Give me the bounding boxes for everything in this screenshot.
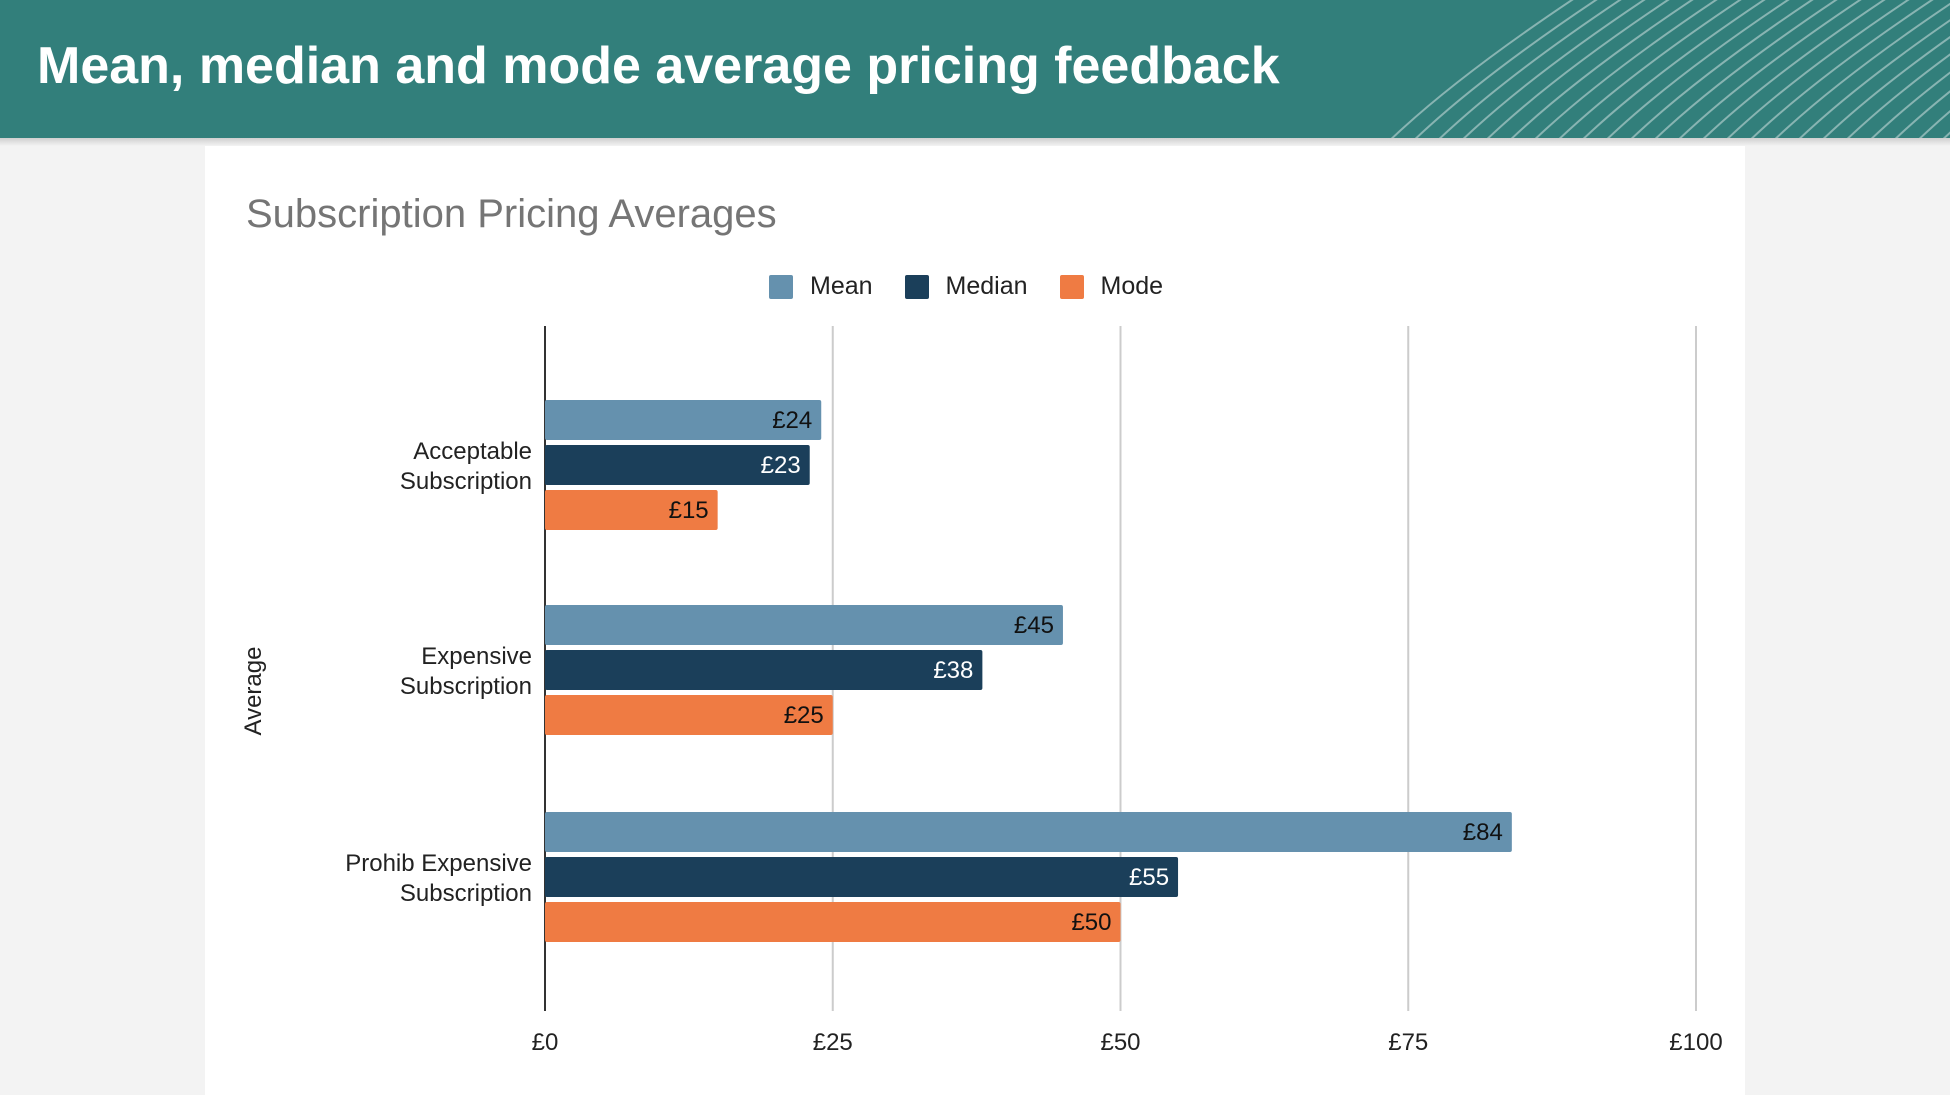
data-label: £50 [1071,909,1111,936]
header-wave-line [1630,0,1814,138]
category-label: Acceptable [413,438,532,465]
data-label: £15 [669,497,709,524]
x-tick-label: £25 [813,1029,853,1056]
page-title: Mean, median and mode average pricing fe… [37,37,1280,95]
header-wave-line [1534,0,1718,138]
bar-mean [545,400,822,440]
header-wave-line [1750,0,1934,138]
y-axis-label: Average [240,647,267,736]
header-wave-line [1414,0,1598,138]
legend-label-median: Median [945,272,1028,300]
header-wave-line [1798,19,1950,138]
header-wave-line [1558,0,1742,138]
header-wave-line [1846,53,1950,138]
chart-legend: Mean Median Mode [769,272,1195,301]
header-wave-line [1918,110,1950,138]
legend-item-mean: Mean [769,272,873,301]
header-wave-line [1606,0,1790,138]
data-label: £25 [784,702,824,729]
header-wave-line [1582,0,1766,138]
header-wave-line [1510,0,1694,138]
category-label: Expensive [421,643,532,670]
bar-chart: £0 £25 £50 £75 £100 Average Acceptable Subscrip… [240,326,1723,1056]
category-label: Subscription [400,880,532,907]
header-wave-line [1654,0,1838,138]
header-wave-line [1822,35,1950,138]
category-label: Subscription [400,468,532,495]
header-wave-line [1390,0,1574,138]
header-wave-line [1726,0,1910,138]
header-wave-decoration [1390,0,1950,138]
data-label: £23 [761,452,801,479]
x-tick-label: £100 [1669,1029,1722,1056]
header-wave-line [1942,131,1950,138]
legend-swatch-mean [769,274,793,299]
header-shadow [0,138,1950,146]
header-wave-line [1870,71,1950,138]
legend-label-mean: Mean [810,272,873,300]
bar-median [545,650,983,690]
data-label: £45 [1014,612,1054,639]
header-wave-line [1894,90,1950,138]
header-wave-line [1462,0,1646,138]
category-label: Prohib Expensive [345,850,532,877]
legend-item-median: Median [904,272,1028,301]
x-tick-label: £50 [1100,1029,1140,1056]
data-label: £55 [1129,864,1169,891]
bar-mean [545,605,1063,645]
legend-label-mode: Mode [1100,272,1164,300]
header-wave-line [1678,0,1862,138]
x-tick-label: £75 [1388,1029,1428,1056]
bar-mean [545,812,1512,852]
legend-swatch-median [904,274,929,299]
bar-mode [545,490,718,530]
data-label: £84 [1463,819,1503,846]
bar-mode [545,695,833,735]
bar-median [545,857,1179,897]
legend-item-mode: Mode [1059,272,1164,301]
bar-mode [545,902,1121,942]
header-wave-line [1438,0,1622,138]
legend-swatch-mode [1059,274,1084,299]
chart-title: Subscription Pricing Averages [246,192,777,236]
bar-median [545,445,810,485]
header-wave-line [1702,0,1886,138]
data-label: £38 [933,657,973,684]
header-wave-line [1774,2,1950,138]
x-tick-label: £0 [532,1029,559,1056]
header-wave-line [1486,0,1670,138]
chart-card: Subscription Pricing Averages Mean Media… [205,146,1745,1095]
header-banner: Mean, median and mode average pricing fe… [0,0,1950,138]
category-label: Subscription [400,673,532,700]
data-label: £24 [772,407,812,434]
